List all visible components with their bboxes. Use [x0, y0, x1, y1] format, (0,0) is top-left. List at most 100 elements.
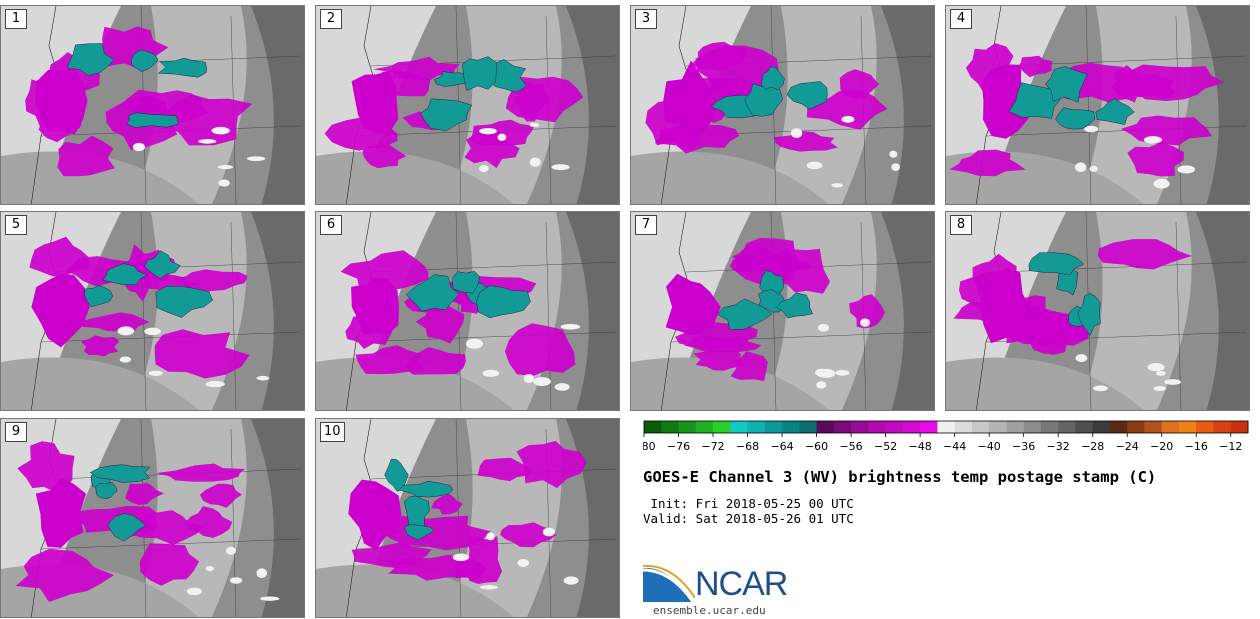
warm-edge-speckle: [132, 142, 146, 152]
cold-cloud-region: [949, 149, 1026, 177]
colorbar-swatch: [678, 421, 697, 433]
colorbar-swatch: [782, 421, 800, 433]
cold-cloud-region: [1018, 55, 1053, 78]
colorbar-swatch: [1075, 421, 1094, 433]
wv-band-dark: [566, 6, 619, 204]
satellite-map-3: [631, 6, 934, 204]
warm-edge-speckle: [790, 128, 803, 139]
cold-cloud-region: [379, 515, 491, 551]
coldest-core-region: [761, 65, 785, 91]
warm-edge-speckle: [815, 368, 829, 377]
wv-band-south: [316, 151, 514, 204]
coldest-core-region: [420, 98, 473, 132]
colorbar-swatch: [1127, 421, 1145, 433]
warm-edge-speckle: [465, 338, 484, 349]
colorbar-swatch: [764, 421, 783, 433]
stamp-panel-8: 8: [945, 211, 1250, 411]
warm-edge-speckle: [205, 380, 225, 388]
warm-edge-speckle: [1084, 125, 1099, 133]
warm-edge-speckle: [841, 115, 855, 123]
warm-edge-speckle: [218, 179, 230, 187]
colorbar-tick-label: −76: [667, 440, 690, 453]
colorbar-swatch: [713, 421, 731, 433]
warm-edge-speckle: [517, 558, 530, 567]
warm-edge-speckle: [563, 576, 579, 585]
panel-number-7: 7: [635, 215, 657, 235]
coldest-core-region: [102, 263, 148, 285]
colorbar-swatch: [695, 421, 714, 433]
cold-cloud-region: [340, 250, 429, 290]
colorbar-swatch: [1230, 421, 1249, 433]
colorbar-swatch: [1058, 421, 1076, 433]
stamp-panel-7: 7: [630, 211, 935, 411]
warm-edge-speckle: [198, 139, 217, 144]
stamp-panel-5: 5: [0, 211, 305, 411]
satellite-map-2: [316, 6, 619, 204]
warm-edge-speckle: [1156, 371, 1166, 376]
warm-edge-speckle: [259, 596, 280, 601]
satellite-map-8: [946, 212, 1249, 410]
cold-cloud-region: [504, 323, 576, 376]
cold-cloud-region: [125, 482, 164, 505]
cold-cloud-region: [500, 522, 557, 548]
wv-band-dark: [881, 6, 934, 204]
colorbar-swatch: [833, 421, 852, 433]
cold-cloud-region: [154, 329, 250, 379]
coldest-core-region: [476, 285, 531, 319]
wv-band-dark: [566, 212, 619, 410]
wv-band-south: [1, 357, 199, 410]
stamp-panel-10: 10: [315, 418, 620, 618]
stamp-panel-6: 6: [315, 211, 620, 411]
stamp-panel-9: 9: [0, 418, 305, 618]
state-borders: [985, 212, 1247, 410]
colorbar-swatch: [1161, 421, 1180, 433]
colorbar-swatch: [851, 421, 869, 433]
warm-edge-speckle: [1153, 178, 1170, 189]
logo-url: ensemble.ucar.edu: [653, 604, 766, 617]
wv-band-dark: [1196, 212, 1249, 410]
coldest-core-region: [786, 81, 828, 110]
cold-cloud-region: [351, 277, 399, 335]
coldest-core-region: [89, 464, 151, 483]
warm-edge-speckle: [1075, 354, 1088, 363]
cold-cloud-region: [663, 60, 719, 136]
coldest-core-region: [776, 292, 813, 319]
warm-edge-speckle: [1075, 162, 1087, 173]
wv-band-dark: [251, 419, 304, 617]
warm-edge-speckle: [186, 587, 202, 596]
warm-edge-speckle: [542, 527, 555, 537]
colorbar-tick-label: −12: [1219, 440, 1242, 453]
coldest-core-region: [1055, 107, 1096, 130]
colorbar-swatch: [661, 421, 680, 433]
warm-edge-speckle: [144, 327, 161, 336]
cold-cloud-region: [78, 312, 150, 332]
satellite-map-1: [1, 6, 304, 204]
cold-cloud-region: [81, 335, 120, 357]
warm-edge-speckle: [482, 369, 500, 377]
warm-edge-speckle: [480, 585, 498, 590]
coldest-core-region: [107, 513, 147, 542]
cold-cloud-region: [774, 130, 838, 152]
warm-edge-speckle: [816, 381, 827, 389]
cold-cloud-region: [415, 302, 465, 344]
colorbar-tick-label: −60: [805, 440, 828, 453]
warm-edge-speckle: [117, 326, 135, 336]
warm-edge-speckle: [452, 553, 470, 562]
satellite-map-4: [946, 6, 1249, 204]
cold-cloud-region: [29, 236, 91, 277]
wv-band-dark: [251, 212, 304, 410]
colorbar-tick-label: −32: [1047, 440, 1070, 453]
wv-band-south: [1, 151, 199, 204]
colorbar-swatch: [1213, 421, 1232, 433]
colorbar-tick-label: −20: [1150, 440, 1173, 453]
warm-edge-speckle: [806, 161, 823, 170]
warm-edge-speckle: [225, 546, 236, 555]
coldest-core-region: [1095, 98, 1135, 125]
cold-cloud-region: [185, 506, 233, 538]
colorbar-tick-label: −36: [1012, 440, 1035, 453]
warm-edge-speckle: [891, 163, 900, 172]
colorbar-tick-label: −56: [839, 440, 862, 453]
wv-band-south: [631, 151, 829, 204]
coldest-core-region: [84, 285, 114, 308]
cold-cloud-region: [57, 135, 115, 177]
